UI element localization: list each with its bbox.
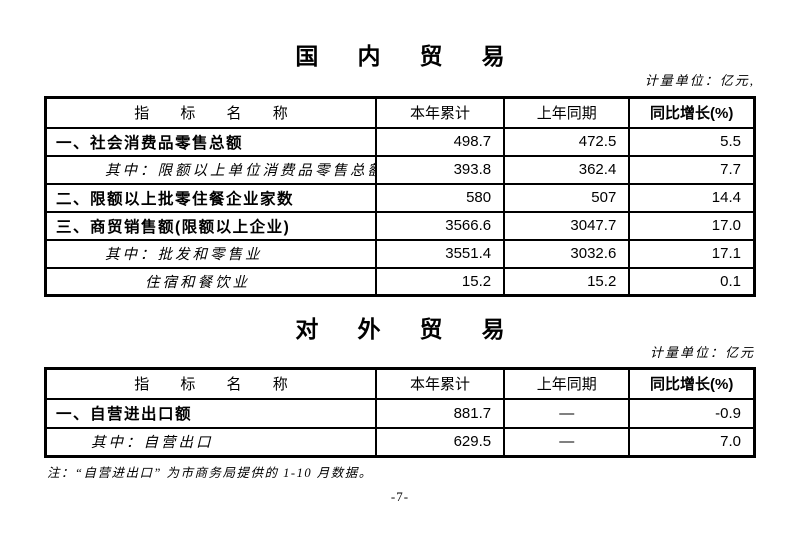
row-label-cell: 其中：限额以上单位消费品零售总额 [44,154,377,185]
foreign-trade-table: 指 标 名 称 本年累计 上年同期 同比增长(%) 一、自营进出口额 881.7… [44,367,756,458]
prior-value-cell: 3032.6 [503,238,631,269]
current-value-cell: 629.5 [374,426,506,458]
prior-value-cell: — [503,426,631,458]
prior-value-cell: 3047.7 [503,210,631,241]
growth-value-cell: -0.9 [628,397,756,429]
domestic-trade-table: 指 标 名 称 本年累计 上年同期 同比增长(%) 一、社会消费品零售总额 49… [44,96,756,297]
growth-value-cell: 5.5 [628,126,756,157]
table-header-row: 指 标 名 称 本年累计 上年同期 同比增长(%) [44,96,756,129]
row-label-cell: 一、自营进出口额 [44,397,377,429]
current-value-cell: 881.7 [374,397,506,429]
footnote: 注：“自营进出口” 为市商务局提供的 1-10 月数据。 [47,466,373,480]
unit-note: 计量单位：亿元 [649,345,755,360]
table-row: 二、限额以上批零住餐企业家数 580 507 14.4 [44,182,756,213]
current-value-cell: 393.8 [374,154,506,185]
table-row: 其中：自营出口 629.5 — 7.0 [44,426,756,458]
row-label-cell: 二、限额以上批零住餐企业家数 [44,182,377,213]
current-value-cell: 580 [374,182,506,213]
table-row: 一、自营进出口额 881.7 — -0.9 [44,397,756,429]
header-yoy-growth: 同比增长(%) [628,96,756,129]
growth-value-cell: 0.1 [628,266,756,297]
header-yoy-growth: 同比增长(%) [628,367,756,400]
page-number: -7- [390,489,410,504]
prior-value-cell: — [503,397,631,429]
growth-value-cell: 7.0 [628,426,756,458]
growth-value-cell: 17.0 [628,210,756,241]
header-prior-period: 上年同期 [503,96,631,129]
unit-note: 计量单位：亿元, [644,73,755,88]
table-header-row: 指 标 名 称 本年累计 上年同期 同比增长(%) [44,367,756,400]
header-indicator-name: 指 标 名 称 [44,96,377,129]
table-row: 一、社会消费品零售总额 498.7 472.5 5.5 [44,126,756,157]
foreign-trade-title: 对外贸易 [295,316,544,342]
prior-value-cell: 472.5 [503,126,631,157]
prior-value-cell: 362.4 [503,154,631,185]
current-value-cell: 3566.6 [374,210,506,241]
header-current-total: 本年累计 [374,367,506,400]
growth-value-cell: 7.7 [628,154,756,185]
current-value-cell: 3551.4 [374,238,506,269]
row-label-cell: 其中：批发和零售业 [44,238,377,269]
row-label-cell: 住宿和餐饮业 [44,266,377,297]
table-row: 其中：批发和零售业 3551.4 3032.6 17.1 [44,238,756,269]
table-row: 住宿和餐饮业 15.2 15.2 0.1 [44,266,756,297]
growth-value-cell: 14.4 [628,182,756,213]
domestic-trade-title: 国内贸易 [295,43,544,69]
header-current-total: 本年累计 [374,96,506,129]
table-row: 其中：限额以上单位消费品零售总额 393.8 362.4 7.7 [44,154,756,185]
growth-value-cell: 17.1 [628,238,756,269]
current-value-cell: 498.7 [374,126,506,157]
current-value-cell: 15.2 [374,266,506,297]
header-indicator-name: 指 标 名 称 [44,367,377,400]
row-label-cell: 一、社会消费品零售总额 [44,126,377,157]
header-prior-period: 上年同期 [503,367,631,400]
prior-value-cell: 15.2 [503,266,631,297]
row-label-cell: 其中：自营出口 [44,426,377,458]
table-row: 三、商贸销售额(限额以上企业) 3566.6 3047.7 17.0 [44,210,756,241]
prior-value-cell: 507 [503,182,631,213]
row-label-cell: 三、商贸销售额(限额以上企业) [44,210,377,241]
